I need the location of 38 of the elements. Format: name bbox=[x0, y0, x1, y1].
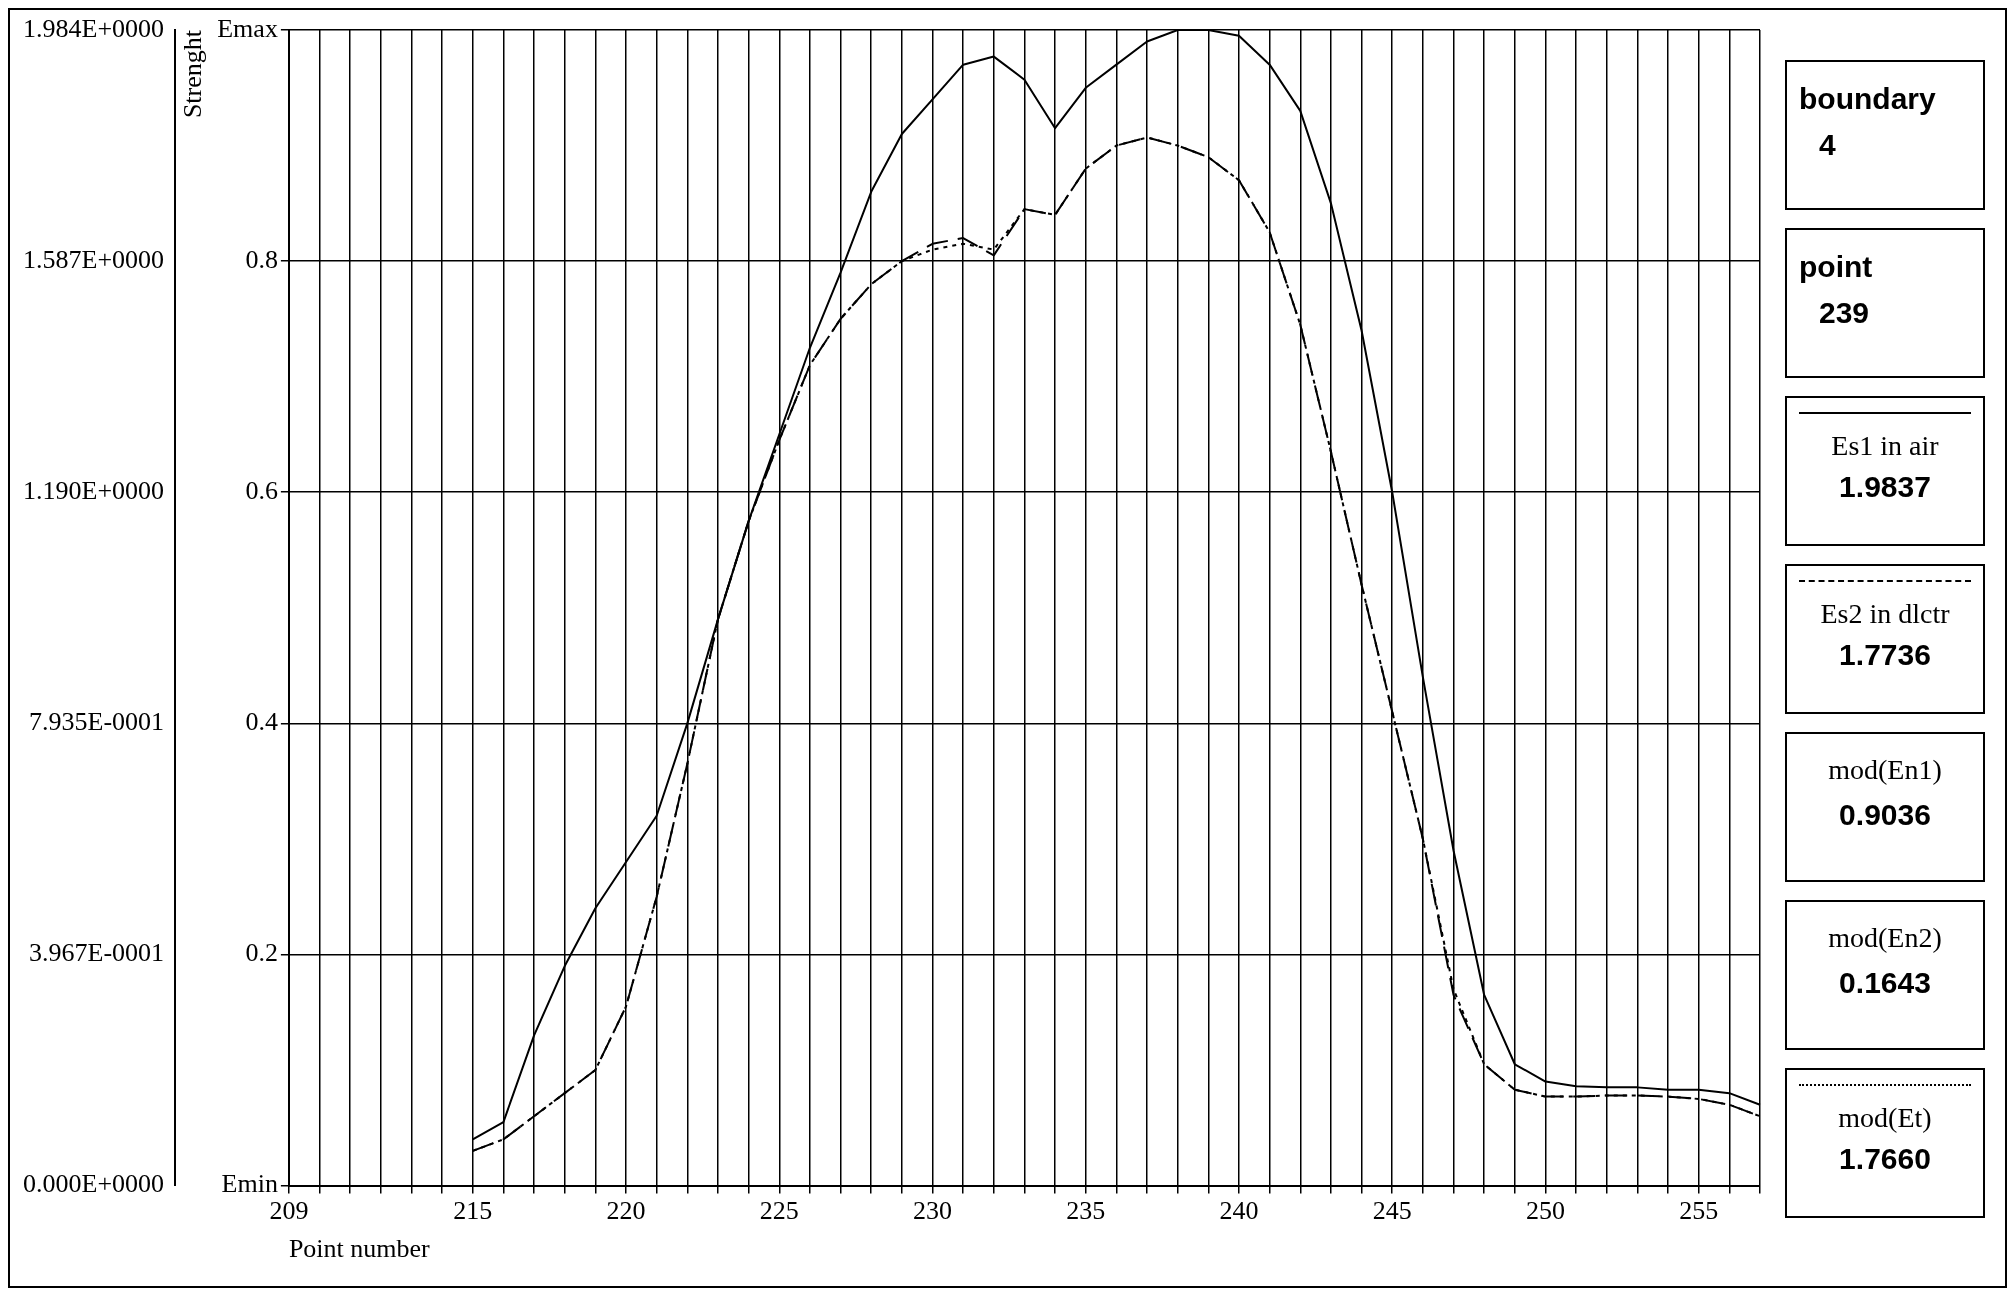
y-tick-label: 0.8 bbox=[245, 244, 278, 274]
text: Es1 in air bbox=[1830, 430, 1940, 462]
x-tick-label: 250 bbox=[1525, 1196, 1565, 1226]
y2-tick-label: 1.587E+0000 bbox=[23, 245, 165, 275]
y-axis-title: Strenght bbox=[178, 29, 208, 119]
text: 4 bbox=[1818, 128, 1837, 162]
y2-tick-label: 1.984E+0000 bbox=[23, 13, 165, 43]
text: mod(En2) bbox=[1827, 922, 1943, 954]
text: Es2 in dlctr bbox=[1819, 598, 1951, 630]
y2-tick-label: 1.190E+0000 bbox=[23, 476, 165, 506]
text: mod(Et) bbox=[1837, 1102, 1933, 1134]
text: boundary bbox=[1799, 82, 1937, 116]
text: 1.9837 bbox=[1838, 470, 1932, 504]
x-tick-label: 235 bbox=[1066, 1196, 1106, 1226]
text: 1.7736 bbox=[1838, 638, 1932, 672]
y2-tick-label: 7.935E-0001 bbox=[29, 707, 165, 737]
y2-tick-label: 0.000E+0000 bbox=[23, 1169, 165, 1199]
x-axis-title: Point number bbox=[288, 1234, 431, 1264]
x-tick-label: 209 bbox=[269, 1196, 309, 1226]
x-tick-label: 215 bbox=[453, 1196, 493, 1226]
text: 0.1643 bbox=[1838, 966, 1932, 1000]
x-tick-label: 255 bbox=[1679, 1196, 1719, 1226]
y-tick-label: 0.4 bbox=[245, 707, 278, 737]
x-tick-label: 225 bbox=[759, 1196, 799, 1226]
y-tick-label: Emax bbox=[217, 13, 278, 43]
y-tick-label: Emin bbox=[221, 1169, 278, 1199]
text: 0.9036 bbox=[1838, 798, 1932, 832]
text: mod(En1) bbox=[1827, 754, 1943, 786]
y-tick-label: 0.2 bbox=[245, 938, 278, 968]
x-tick-label: 245 bbox=[1372, 1196, 1412, 1226]
text: 239 bbox=[1818, 296, 1871, 330]
x-tick-label: 220 bbox=[606, 1196, 646, 1226]
x-tick-label: 230 bbox=[913, 1196, 952, 1226]
text: 1.7660 bbox=[1838, 1142, 1932, 1176]
y-tick-label: 0.6 bbox=[245, 476, 278, 506]
x-tick-label: 240 bbox=[1219, 1196, 1259, 1226]
y2-tick-label: 3.967E-0001 bbox=[29, 938, 165, 968]
text: point bbox=[1799, 250, 1874, 284]
